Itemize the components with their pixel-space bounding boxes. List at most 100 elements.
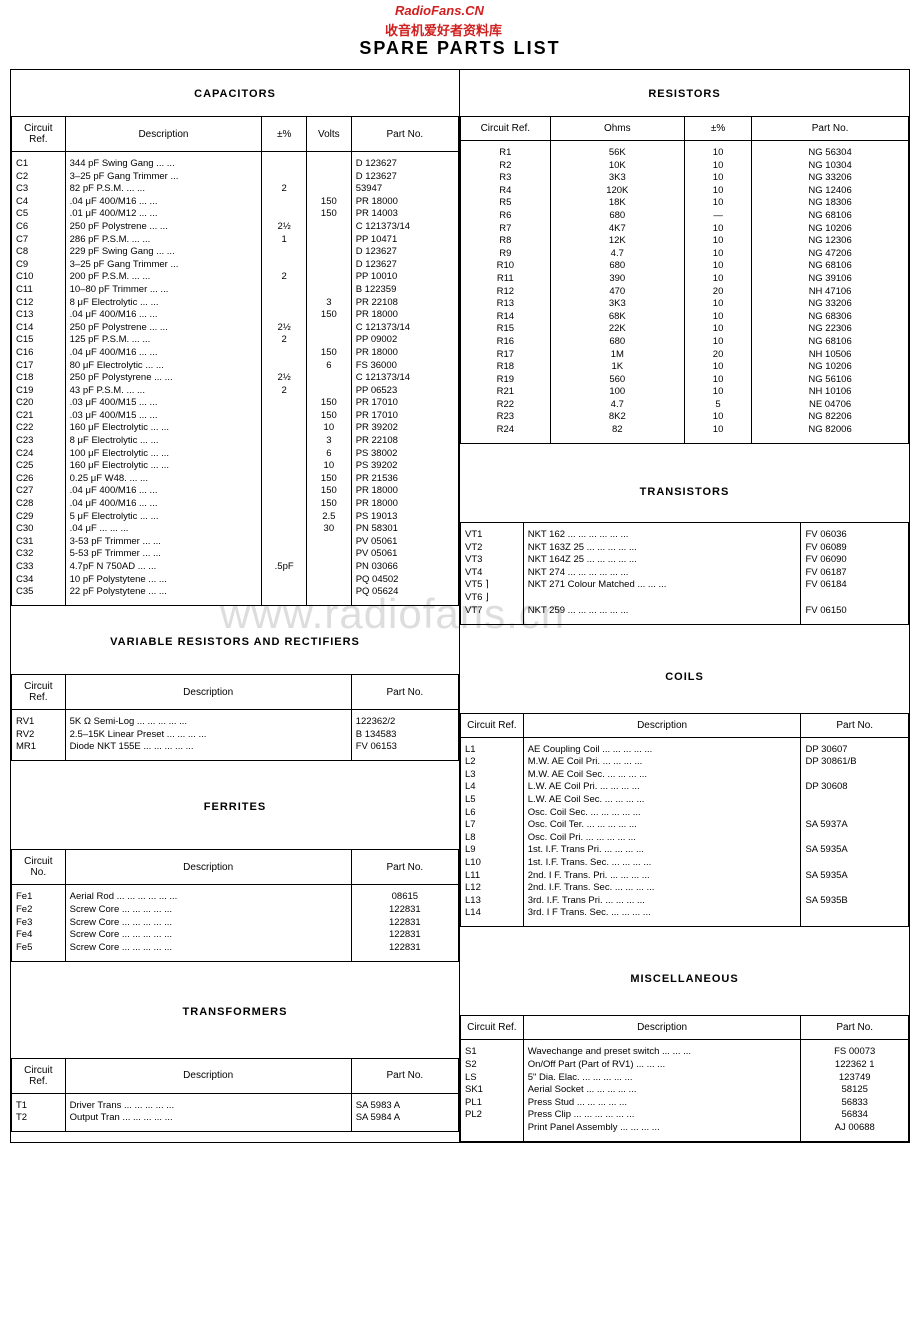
- table-row: C3410 pF Polystytene ... ...PQ 04502: [12, 573, 459, 586]
- table-row: R1522K10NG 22306: [461, 323, 909, 336]
- table-row: C15125 pF P.S.M. ... ...2PP 09002: [12, 334, 459, 347]
- varres-table: Circuit Ref.DescriptionPart No. RV15K Ω …: [11, 674, 459, 761]
- table-row: C3522 pF Polystytene ... ...PQ 05624: [12, 585, 459, 605]
- table-row: R74K710NG 10206: [461, 222, 909, 235]
- table-row: R171M20NH 10506: [461, 348, 909, 361]
- transistors-title: TRANSISTORS: [460, 444, 909, 522]
- table-row: C313-53 pF Trimmer ... ...PV 05061: [12, 535, 459, 548]
- table-row: R181K10NG 10206: [461, 360, 909, 373]
- resistors-title: RESISTORS: [460, 70, 909, 116]
- table-row: L133rd. I.F. Trans Pri. ... ... ... ...S…: [461, 894, 909, 907]
- table-row: RV22.5–15K Linear Preset ... ... ... ...…: [12, 728, 459, 741]
- table-row: L101st. I.F. Trans. Sec. ... ... ... ...: [461, 856, 909, 869]
- table-row: SK1Aerial Socket ... ... ... ... ...5812…: [461, 1083, 909, 1096]
- table-row: R238K210NG 82206: [461, 411, 909, 424]
- table-row: R1668010NG 68106: [461, 335, 909, 348]
- table-row: R1956010NG 56106: [461, 373, 909, 386]
- table-row: C260.25 μF W48. ... ...150PR 21536: [12, 472, 459, 485]
- varres-title: VARIABLE RESISTORS AND RECTIFIERS: [11, 606, 459, 674]
- table-row: L112nd. I F. Trans. Pri. ... ... ... ...…: [461, 869, 909, 882]
- table-row: C1943 pF P.S.M. ... ...2PP 06523: [12, 384, 459, 397]
- table-row: PL1Press Stud ... ... ... ... ...56833: [461, 1096, 909, 1109]
- table-row: R2110010NH 10106: [461, 385, 909, 398]
- table-row: C6250 pF Polystrene ... ...2½C 121373/14: [12, 220, 459, 233]
- table-row: C14250 pF Polystrene ... ...2½C 121373/1…: [12, 321, 459, 334]
- table-row: R1468K10NG 68306: [461, 310, 909, 323]
- misc-table: Circuit Ref.DescriptionPart No. S1Wavech…: [460, 1015, 909, 1142]
- table-row: C7286 pF P.S.M. ... ...1PP 10471: [12, 233, 459, 246]
- transistors-table: VT1NKT 162 ... ... ... ... ... ...FV 060…: [460, 522, 909, 625]
- table-row: VT2NKT 163Z 25 ... ... ... ... ...FV 060…: [461, 541, 909, 554]
- table-row: L5L.W. AE Coil Sec. ... ... ... ...: [461, 793, 909, 806]
- table-row: L91st. I.F. Trans Pri. ... ... ... ...SA…: [461, 844, 909, 857]
- capacitors-title: CAPACITORS: [11, 70, 459, 116]
- table-row: R1139010NG 39106: [461, 272, 909, 285]
- table-row: VT5 ⌉NKT 271 Colour Matched ... ... ...F…: [461, 579, 909, 592]
- table-row: C24100 μF Electrolytic ... ...6PS 38002: [12, 447, 459, 460]
- table-row: MR1Diode NKT 155E ... ... ... ... ...FV …: [12, 741, 459, 761]
- table-row: C13.04 μF 400/M16 ... ...150PR 18000: [12, 308, 459, 321]
- table-row: C18250 pF Polystyrene ... ...2½C 121373/…: [12, 371, 459, 384]
- table-row: C128 μF Electrolytic ... ...3PR 22108: [12, 296, 459, 309]
- table-row: S1Wavechange and preset switch ... ... .…: [461, 1040, 909, 1058]
- table-row: L7Osc. Coil Ter. ... ... ... ... ...SA 5…: [461, 818, 909, 831]
- table-row: PL2Press Clip ... ... ... ... ... ...568…: [461, 1109, 909, 1122]
- table-row: T2Output Tran ... ... ... ... ...SA 5984…: [12, 1112, 459, 1132]
- table-row: R156K10NG 56304: [461, 141, 909, 159]
- table-row: Fe2Screw Core ... ... ... ... ...122831: [12, 903, 459, 916]
- table-row: R94.710NG 47206: [461, 247, 909, 260]
- table-row: C20.03 μF 400/M15 ... ...150PR 17010: [12, 396, 459, 409]
- main-frame: CAPACITORS Circuit Ref.Description±%Volt…: [10, 69, 910, 1143]
- table-row: L122nd. I.F. Trans. Sec. ... ... ... ...: [461, 881, 909, 894]
- ferrites-table: Circuit No.DescriptionPart No. Fe1Aerial…: [11, 849, 459, 961]
- table-row: R6680—NG 68106: [461, 209, 909, 222]
- table-row: VT6 ⌋: [461, 591, 909, 604]
- page-title: SPARE PARTS LIST: [10, 38, 910, 59]
- table-row: L8Osc. Coil Pri. ... ... ... ... ...: [461, 831, 909, 844]
- table-row: R248210NG 82006: [461, 423, 909, 443]
- table-row: T1Driver Trans ... ... ... ... ...SA 598…: [12, 1093, 459, 1111]
- watermark-chinese: 收音机爱好者资料库: [385, 20, 502, 39]
- table-row: R133K310NG 33206: [461, 297, 909, 310]
- table-row: L2M.W. AE Coil Pri. ... ... ... ...DP 30…: [461, 755, 909, 768]
- table-row: C10200 pF P.S.M. ... ...2PP 10010: [12, 271, 459, 284]
- table-row: C16.04 μF 400/M16 ... ...150PR 18000: [12, 346, 459, 359]
- table-row: C382 pF P.S.M. ... ...253947: [12, 182, 459, 195]
- table-row: C5.01 μF 400/M12 ... ...150PR 14003: [12, 208, 459, 221]
- table-row: C4.04 μF 400/M16 ... ...150PR 18000: [12, 195, 459, 208]
- table-row: C1110–80 pF Trimmer ... ...B 122359: [12, 283, 459, 296]
- table-row: VT1NKT 162 ... ... ... ... ... ...FV 060…: [461, 523, 909, 541]
- table-row: Fe4Screw Core ... ... ... ... ...122831: [12, 928, 459, 941]
- coils-table: Circuit Ref.DescriptionPart No. L1AE Cou…: [460, 713, 909, 928]
- table-row: R518K10NG 18306: [461, 197, 909, 210]
- table-row: VT7NKT 259 ... ... ... ... ... ...FV 061…: [461, 604, 909, 624]
- table-row: R1247020NH 47106: [461, 285, 909, 298]
- table-row: C295 μF Electrolytic ... ...2.5PS 19013: [12, 510, 459, 523]
- watermark-site: RadioFans.CN: [395, 3, 484, 18]
- table-row: R210K10NG 10304: [461, 159, 909, 172]
- ferrites-title: FERRITES: [11, 761, 459, 849]
- table-row: C1344 pF Swing Gang ... ...D 123627: [12, 152, 459, 170]
- table-row: C28.04 μF 400/M16 ... ...150PR 18000: [12, 497, 459, 510]
- transformers-table: Circuit Ref.DescriptionPart No. T1Driver…: [11, 1058, 459, 1133]
- table-row: Fe5Screw Core ... ... ... ... ...122831: [12, 941, 459, 961]
- table-row: R1068010NG 68106: [461, 260, 909, 273]
- table-row: C8229 pF Swing Gang ... ...D 123627: [12, 245, 459, 258]
- capacitors-table: Circuit Ref.Description±%VoltsPart No. C…: [11, 116, 459, 606]
- resistors-table: Circuit Ref.Ohms±%Part No. R156K10NG 563…: [460, 116, 909, 444]
- table-row: C238 μF Electrolytic ... ...3PR 22108: [12, 434, 459, 447]
- table-row: RV15K Ω Semi-Log ... ... ... ... ...1223…: [12, 710, 459, 728]
- table-row: C30.04 μF ... ... ...30PN 58301: [12, 522, 459, 535]
- table-row: L143rd. I F Trans. Sec. ... ... ... ...: [461, 907, 909, 927]
- table-row: R4120K10NG 12406: [461, 184, 909, 197]
- table-row: R33K310NG 33206: [461, 171, 909, 184]
- table-row: LS5" Dia. Elac. ... ... ... ... ...12374…: [461, 1071, 909, 1084]
- table-row: C93–25 pF Gang Trimmer ...D 123627: [12, 258, 459, 271]
- table-row: L6Osc. Coil Sec. ... ... ... ... ...: [461, 806, 909, 819]
- table-row: L4L.W. AE Coil Pri. ... ... ... ...DP 30…: [461, 781, 909, 794]
- table-row: S2On/Off Part (Part of RV1) ... ... ...1…: [461, 1058, 909, 1071]
- table-row: C21.03 μF 400/M15 ... ...150PR 17010: [12, 409, 459, 422]
- table-row: C334.7pF N 750AD ... ....5pFPN 03066: [12, 560, 459, 573]
- transformers-title: TRANSFORMERS: [11, 962, 459, 1058]
- table-row: R224.75NE 04706: [461, 398, 909, 411]
